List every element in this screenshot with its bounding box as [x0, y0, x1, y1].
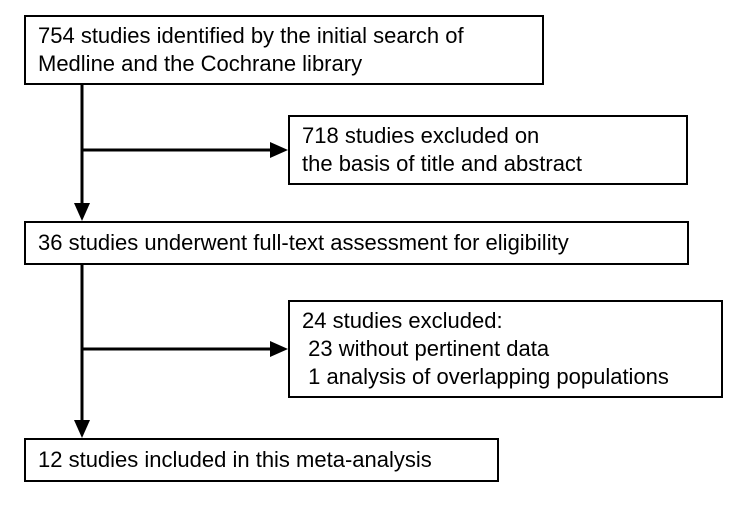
flow-node-text: 754 studies identified by the initial se… — [38, 22, 530, 50]
flow-node-text: 23 without pertinent data — [302, 335, 709, 363]
flow-node-n4: 24 studies excluded: 23 without pertinen… — [288, 300, 723, 398]
flow-node-text: 718 studies excluded on — [302, 122, 674, 150]
flow-node-text: 36 studies underwent full-text assessmen… — [38, 229, 675, 257]
flow-node-text: 24 studies excluded: — [302, 307, 709, 335]
flowchart-canvas: 754 studies identified by the initial se… — [0, 0, 743, 522]
flow-node-n2: 718 studies excluded onthe basis of titl… — [288, 115, 688, 185]
flow-node-text: 12 studies included in this meta-analysi… — [38, 446, 485, 474]
flow-node-text: the basis of title and abstract — [302, 150, 674, 178]
flow-edge-e1 — [74, 85, 90, 221]
flow-node-n3: 36 studies underwent full-text assessmen… — [24, 221, 689, 265]
flow-node-n5: 12 studies included in this meta-analysi… — [24, 438, 499, 482]
flow-node-text: Medline and the Cochrane library — [38, 50, 530, 78]
flow-edge-e3 — [74, 265, 90, 438]
flow-node-text: 1 analysis of overlapping populations — [302, 363, 709, 391]
flow-edge-e4 — [82, 341, 288, 357]
flow-node-n1: 754 studies identified by the initial se… — [24, 15, 544, 85]
flow-edge-e2 — [82, 142, 288, 158]
